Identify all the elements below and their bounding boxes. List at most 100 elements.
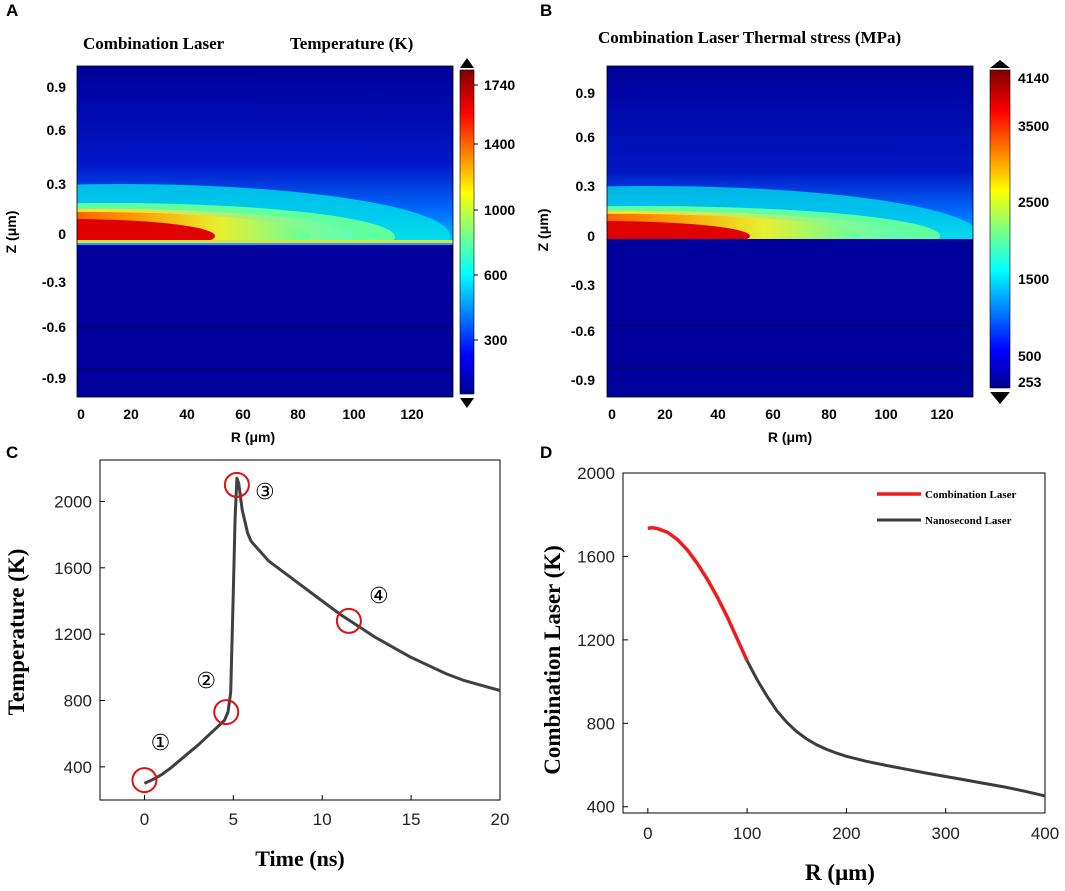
panel-a-frame bbox=[76, 65, 454, 398]
panel-label-b: B bbox=[540, 1, 552, 20]
panel-c-temperature-line bbox=[143, 476, 501, 785]
panel-d-ytick: 800 bbox=[587, 714, 615, 733]
panel-c-xtick: 15 bbox=[402, 810, 421, 829]
panel-a-colorbar-tick: 600 bbox=[484, 267, 508, 283]
panel-b-colorbar-tick: 3500 bbox=[1018, 118, 1049, 134]
panel-b-xtick: 100 bbox=[874, 406, 898, 422]
panel-a-colorbar-tick: 1000 bbox=[484, 202, 515, 218]
panel-b-heatmap bbox=[607, 66, 973, 397]
panel-c-ytick: 800 bbox=[64, 691, 92, 710]
panel-b-colorbar-tick: 4140 bbox=[1018, 70, 1049, 86]
legend-label-combination: Combination Laser bbox=[925, 489, 1016, 501]
panel-label-d: D bbox=[540, 443, 552, 462]
panel-d-nanosecond-laser-line bbox=[745, 660, 1046, 798]
panel-b-xtick: 0 bbox=[608, 406, 616, 422]
panel-b-y-axis-label: Z (μm) bbox=[535, 209, 551, 252]
panel-a-xtick: 60 bbox=[235, 406, 251, 422]
panel-d-y-axis-label: Combination Laser (K) bbox=[540, 545, 565, 775]
panel-a-x-axis-label: R (μm) bbox=[231, 429, 275, 445]
colorbar-min-arrow-icon bbox=[990, 392, 1010, 404]
panel-b-ytick: -0.3 bbox=[571, 277, 595, 293]
panel-a-ytick: 0 bbox=[58, 226, 66, 242]
panel-a-ytick: 0.3 bbox=[47, 176, 67, 192]
colorbar-max-arrow-icon bbox=[990, 60, 1010, 68]
panel-d-x-ticks: 0 100 200 300 400 bbox=[643, 808, 1059, 843]
panel-a-colorbar-tick: 1740 bbox=[484, 77, 515, 93]
panel-c-marker-label: ② bbox=[196, 668, 216, 693]
panel-c-marker-circle bbox=[223, 471, 250, 498]
panel-d-combination-laser-line bbox=[647, 525, 749, 662]
panel-b-colorbar-tick: 2500 bbox=[1018, 194, 1049, 210]
panel-a-title-right: Temperature (K) bbox=[290, 34, 413, 53]
panel-b-x-axis-label: R (μm) bbox=[768, 429, 812, 445]
panel-c-xtick: 5 bbox=[229, 810, 238, 829]
panel-b-colorbar: 4140 3500 2500 1500 500 253 bbox=[989, 60, 1049, 404]
panel-c-ytick: 1200 bbox=[54, 625, 92, 644]
panel-b-xtick: 120 bbox=[930, 406, 954, 422]
panel-d-xtick: 200 bbox=[832, 824, 860, 843]
panel-b-ytick: 0.6 bbox=[576, 129, 596, 145]
panel-a-xtick: 0 bbox=[77, 406, 85, 422]
panel-b-xtick: 60 bbox=[765, 406, 781, 422]
panel-a-ytick: -0.9 bbox=[42, 370, 66, 386]
colorbar-max-arrow-icon bbox=[460, 58, 474, 68]
panel-b: B Combination Laser Thermal stress (MPa)… bbox=[535, 1, 1049, 445]
panel-c-ytick: 1600 bbox=[54, 559, 92, 578]
panel-c-xtick: 20 bbox=[491, 810, 510, 829]
panel-c-xtick: 10 bbox=[313, 810, 332, 829]
panel-d: D 0 100 200 300 400 400 800 1200 1600 2000 Combi… bbox=[540, 443, 1059, 885]
panel-d-ytick: 2000 bbox=[577, 464, 615, 483]
panel-b-xtick: 80 bbox=[821, 406, 837, 422]
panel-a-title-left: Combination Laser bbox=[83, 34, 225, 53]
panel-a-xtick: 40 bbox=[179, 406, 195, 422]
panel-c-y-axis-label: Temperature (K) bbox=[4, 549, 29, 716]
panel-d-ytick: 400 bbox=[587, 798, 615, 817]
panel-c-marker-label: ④ bbox=[369, 583, 389, 608]
panel-d-xtick: 0 bbox=[643, 824, 652, 843]
panel-a-colorbar-tick: 1400 bbox=[484, 136, 515, 152]
panel-a-ytick: -0.3 bbox=[42, 274, 66, 290]
panel-label-c: C bbox=[6, 443, 18, 462]
panel-a-y-axis-label: Z (μm) bbox=[3, 211, 19, 254]
panel-c-marker-circle bbox=[213, 699, 240, 726]
panel-a-colorbar-tick: 300 bbox=[484, 332, 508, 348]
panel-c-y-ticks: 400 800 1200 1600 2000 bbox=[54, 492, 105, 777]
panel-b-ytick: -0.6 bbox=[571, 323, 595, 339]
panel-b-x-ticks: 0 20 40 60 80 100 120 bbox=[608, 406, 954, 422]
panel-d-xtick: 300 bbox=[932, 824, 960, 843]
panel-b-y-ticks: 0.9 0.6 0.3 0 -0.3 -0.6 -0.9 bbox=[571, 85, 595, 388]
panel-d-xtick: 100 bbox=[733, 824, 761, 843]
panel-d-ytick: 1600 bbox=[577, 547, 615, 566]
panel-c-marker-label: ③ bbox=[255, 479, 275, 504]
panel-d-frame bbox=[622, 472, 1046, 814]
colorbar-min-arrow-icon bbox=[460, 398, 474, 408]
legend-label-nanosecond: Nanosecond Laser bbox=[925, 515, 1012, 527]
panel-d-x-axis-label: R (μm) bbox=[805, 860, 875, 885]
panel-b-title: Combination Laser Thermal stress (MPa) bbox=[598, 28, 901, 47]
panel-a-xtick: 120 bbox=[400, 406, 424, 422]
panel-b-colorbar-tick: 253 bbox=[1018, 374, 1042, 390]
panel-a-xtick: 100 bbox=[342, 406, 366, 422]
panel-b-xtick: 20 bbox=[657, 406, 673, 422]
panel-a-colorbar: 1740 1400 1000 600 300 bbox=[459, 58, 515, 408]
panel-c-x-axis-label: Time (ns) bbox=[255, 846, 344, 871]
panel-a-xtick: 20 bbox=[123, 406, 139, 422]
panel-c: C 0 5 10 15 20 400 800 1200 1600 2000 ① ② ③ ④ Time … bbox=[4, 443, 509, 871]
panel-b-ytick: 0 bbox=[587, 228, 595, 244]
panel-c-ytick: 2000 bbox=[54, 492, 92, 511]
panel-c-frame bbox=[99, 459, 501, 801]
panel-d-xtick: 400 bbox=[1031, 824, 1059, 843]
panel-b-colorbar-tick: 500 bbox=[1018, 348, 1042, 364]
panel-b-ytick: 0.9 bbox=[576, 85, 596, 101]
panel-label-a: A bbox=[6, 1, 18, 20]
panel-a-heatmap bbox=[77, 66, 453, 397]
panel-b-ytick: -0.9 bbox=[571, 372, 595, 388]
panel-d-legend: Combination Laser Nanosecond Laser bbox=[877, 489, 1016, 527]
panel-b-colorbar-tick: 1500 bbox=[1018, 271, 1049, 287]
panel-c-marker-label: ① bbox=[151, 730, 171, 755]
panel-c-markers: ① ② ③ ④ bbox=[131, 471, 389, 794]
panel-a: A Combination Laser Temperature (K) 0.9 … bbox=[3, 1, 515, 445]
panel-c-marker-circle bbox=[131, 767, 158, 794]
panel-c-xtick: 0 bbox=[140, 810, 149, 829]
